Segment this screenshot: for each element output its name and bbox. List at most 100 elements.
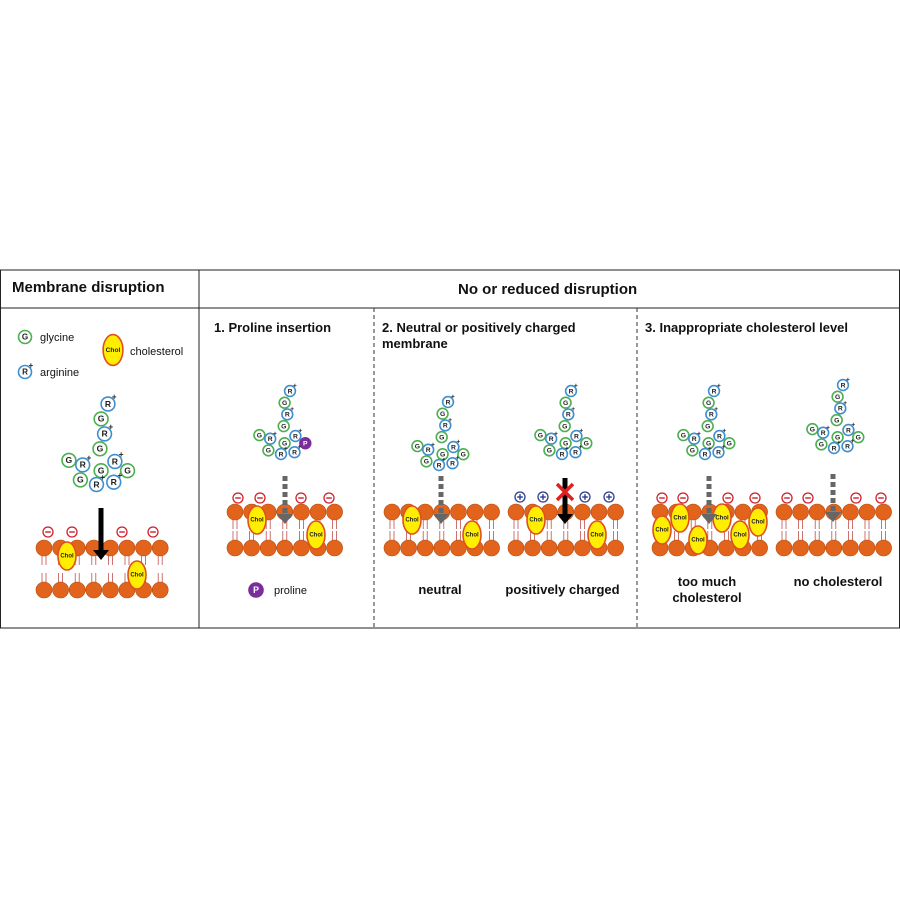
residue — [677, 428, 690, 442]
cholesterol — [670, 503, 690, 533]
residue-letter: G — [461, 451, 466, 458]
charge: + — [29, 361, 34, 370]
lipid-head — [607, 503, 624, 521]
residue-letter: R — [573, 449, 578, 456]
residue-letter: R — [279, 451, 284, 458]
residue-letter: R — [101, 429, 108, 439]
cholesterol-label: Chol — [715, 516, 729, 522]
residue — [543, 444, 556, 457]
charge: + — [565, 446, 569, 453]
arrow-head — [701, 514, 717, 524]
arrow-head — [825, 512, 841, 522]
charge: + — [851, 422, 855, 429]
lipid-head — [85, 581, 103, 599]
residue — [815, 438, 828, 451]
residue-letter: R — [845, 443, 850, 450]
residue-letter: P — [303, 440, 308, 447]
cholesterol-label: Chol — [751, 520, 765, 526]
arrow-head — [93, 550, 109, 560]
residue-letter: R — [841, 382, 846, 389]
residue — [277, 419, 290, 433]
residue-letter: G — [547, 448, 552, 455]
residue — [447, 440, 460, 454]
charge: + — [846, 377, 850, 384]
lipid-head — [309, 503, 327, 521]
residue-letter: R — [268, 436, 273, 443]
residue-letter: G — [282, 400, 287, 407]
cholesterol — [730, 520, 750, 550]
cholesterol-label: Chol — [673, 516, 687, 522]
charge: + — [579, 428, 583, 435]
lipid-head — [808, 503, 826, 521]
charge: + — [571, 406, 575, 413]
lipid-head — [118, 539, 136, 557]
panel-title: 2. Neutral or positively charged membran… — [382, 320, 576, 351]
cholesterol — [652, 515, 672, 545]
residue-letter: G — [706, 400, 711, 407]
lipid-head — [416, 539, 434, 557]
residue-letter: G — [810, 426, 815, 433]
residue — [422, 443, 435, 456]
lipid-head — [734, 503, 752, 521]
cholesterol-label: Chol — [106, 347, 121, 354]
residue — [96, 426, 113, 442]
charge: + — [284, 446, 288, 453]
residue — [831, 431, 844, 444]
residue-letter: G — [835, 434, 840, 441]
residue — [702, 437, 715, 450]
charge: + — [578, 444, 582, 451]
residue-letter: R — [111, 477, 118, 487]
residue-letter: R — [80, 460, 87, 470]
lipid-head — [293, 503, 310, 521]
panel-title: 1. Proline insertion — [214, 320, 332, 335]
lipid-head — [400, 539, 417, 557]
charge: + — [293, 383, 297, 390]
lipid-head — [775, 503, 793, 521]
residue-letter: R — [451, 444, 456, 451]
legend-label: proline — [274, 585, 308, 597]
residue — [281, 408, 294, 421]
residue-letter: R — [838, 406, 843, 413]
right-title: No or reduced disruption — [458, 281, 638, 298]
charge: + — [708, 446, 712, 453]
charge: + — [456, 439, 460, 446]
residue — [74, 457, 91, 473]
residue-letter: G — [584, 440, 589, 447]
residue-letter: G — [98, 465, 105, 475]
lipid-head — [135, 539, 152, 557]
residue-letter: R — [549, 436, 554, 443]
residue — [288, 446, 301, 459]
residue — [569, 446, 582, 459]
charge: + — [843, 400, 847, 407]
residue — [435, 430, 448, 444]
lipid-head — [151, 581, 169, 599]
block-mark — [555, 482, 575, 502]
residue-letter: G — [124, 465, 131, 475]
residue-letter: R — [846, 427, 851, 434]
lipid-head — [842, 539, 859, 557]
residue-letter: R — [560, 451, 565, 458]
residue — [570, 429, 583, 443]
cholesterol-label: Chol — [309, 533, 323, 539]
lipid-head — [52, 581, 69, 599]
caption: too much cholesterol — [672, 574, 742, 605]
residue-letter: R — [292, 449, 297, 456]
residue-letter: G — [538, 432, 543, 439]
cholesterol-label: Chol — [250, 518, 264, 524]
residue-letter: R — [566, 412, 571, 419]
residue — [436, 407, 449, 420]
left-title: Membrane disruption — [12, 279, 165, 296]
residue — [544, 432, 558, 445]
residue-letter: G — [97, 444, 104, 454]
lipid-head — [483, 503, 500, 521]
residue — [411, 439, 424, 453]
residue — [558, 419, 571, 433]
residue-letter: G — [705, 423, 710, 430]
lipid-head — [483, 539, 500, 557]
residue-letter: G — [690, 448, 695, 455]
residue — [534, 428, 547, 442]
residue — [289, 429, 302, 443]
residue-letter: R — [450, 460, 455, 467]
lipid-head — [35, 581, 53, 599]
charge: + — [442, 457, 446, 464]
